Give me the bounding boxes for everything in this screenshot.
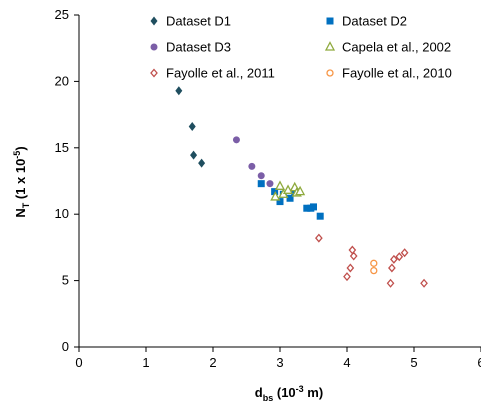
data-point — [316, 212, 324, 220]
x-tick-label: 6 — [477, 355, 481, 370]
legend-marker — [326, 17, 334, 25]
data-point — [370, 266, 378, 275]
legend-label: Dataset D1 — [166, 14, 231, 29]
legend-label: Fayolle et al., 2010 — [342, 66, 452, 81]
data-point — [266, 180, 274, 188]
x-tick-label: 5 — [410, 355, 417, 370]
data-point — [257, 180, 265, 188]
data-point — [400, 248, 409, 258]
data-point — [282, 184, 294, 194]
data-point — [303, 204, 311, 212]
x-axis-title: dbs (10-3 m) — [255, 384, 323, 403]
plot-area: 0 1 2 3 4 5 6 0 5 10 15 20 25 — [55, 7, 481, 370]
legend-label: Fayolle et al., 2011 — [166, 66, 275, 81]
x-tick-label: 0 — [75, 355, 82, 370]
legend-marker — [324, 41, 336, 51]
data-point — [270, 191, 281, 201]
data-point — [343, 272, 351, 282]
data-point — [395, 252, 404, 262]
data-point — [315, 233, 323, 243]
data-point — [420, 278, 428, 288]
x-tick-label: 2 — [209, 355, 216, 370]
data-point — [386, 278, 395, 288]
data-point — [175, 86, 183, 96]
data-point — [286, 194, 294, 202]
y-tick-label: 10 — [55, 206, 69, 221]
legend-marker — [150, 68, 158, 78]
y-tick-label: 20 — [55, 73, 69, 88]
y-axis-title: NT (1 x 10-5) — [12, 146, 31, 217]
y-tick-label: 25 — [55, 7, 69, 22]
data-point — [198, 158, 206, 168]
x-tick-label: 3 — [276, 355, 283, 370]
data-point — [388, 263, 396, 273]
data-point — [276, 198, 284, 206]
data-point — [271, 188, 279, 196]
data-point — [370, 259, 378, 267]
data-point — [390, 254, 398, 264]
legend-marker — [150, 16, 158, 26]
legend-marker — [150, 43, 158, 51]
data-point — [349, 251, 358, 261]
y-tick-label: 5 — [62, 273, 69, 288]
data-point — [257, 172, 265, 180]
data-markers — [175, 86, 428, 288]
data-point — [346, 263, 355, 273]
x-tick-label: 4 — [343, 355, 350, 370]
legend: Dataset D1 Dataset D2 Dataset D3 Capela et … — [150, 14, 452, 81]
legend-marker — [326, 69, 334, 77]
legend-label: Capela et al., 2002 — [342, 40, 451, 55]
data-point — [295, 185, 306, 196]
y-tick-label: 0 — [62, 339, 69, 354]
x-tick-label: 1 — [142, 355, 149, 370]
legend-label: Dataset D3 — [166, 40, 231, 55]
data-point — [248, 162, 256, 170]
legend-label: Dataset D2 — [342, 14, 407, 29]
data-point — [310, 203, 317, 211]
data-point — [190, 150, 198, 160]
data-point — [188, 122, 196, 132]
data-point — [232, 136, 240, 144]
data-point — [274, 180, 286, 190]
y-tick-label: 15 — [55, 140, 69, 155]
